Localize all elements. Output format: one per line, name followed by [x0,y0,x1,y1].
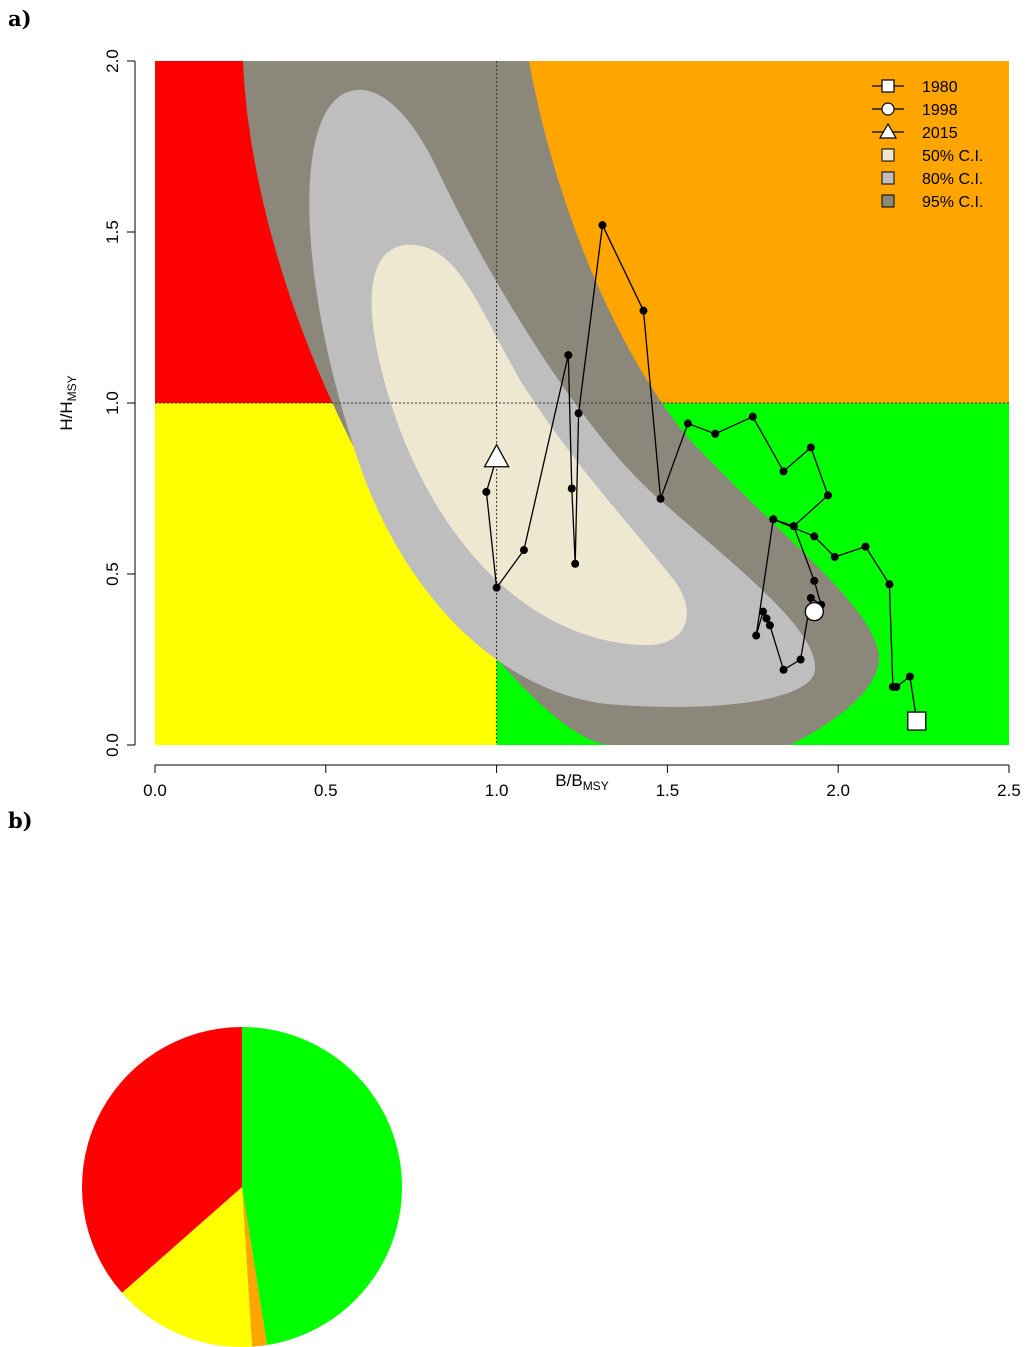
pie-slice [81,1027,243,1293]
x-tick-label: 2.0 [826,781,850,800]
kobe-plot: 0.0 0.5 1.0 1.5 2.0 2.50.00.51.01.52.0 198019… [57,49,1021,800]
legend-label: 95% C.I. [922,194,983,211]
legend-label: 50% C.I. [922,148,983,165]
trajectory-point [888,682,897,691]
pie-slice [121,1187,253,1347]
ci50-region [371,244,687,646]
trajectory-point [683,419,692,428]
x-tick-label: 1.0 [485,781,509,800]
trajectory-point [885,580,894,589]
y-axis-title: H/HMSY [57,375,79,430]
trajectory-point [779,665,788,674]
highlighted-years [483,443,927,731]
trajectory-point [861,542,870,551]
trajectory-points [482,221,921,726]
marker-1980 [907,711,927,731]
y-tick-label: 2.0 [103,49,122,73]
panel-label-a: a) [8,6,32,31]
trajectory-point [598,221,607,230]
trajectory-point [762,614,771,623]
legend-swatch [881,148,895,162]
x-tick-label: 0.0 [143,781,167,800]
y-tick-label: 1.5 [103,220,122,244]
legend-circle-icon [881,102,895,116]
trajectory-point [571,559,580,568]
legend-swatch [881,194,895,208]
x-axis-title: B/BMSY [555,771,608,793]
marker-1998 [804,601,824,622]
panel-label-b: b) [8,808,33,833]
trajectory-point [789,522,798,531]
y-tick-label: 0.0 [103,733,122,757]
y-tick-label: 0.5 [103,562,122,586]
legend-square-icon [881,79,895,93]
trajectory-point [748,412,757,421]
pie-slice [242,1027,402,1346]
trajectory-point [806,593,815,602]
trajectory-point [656,494,665,503]
x-tick-label: 0.5 [314,781,338,800]
marker-2015 [483,443,510,468]
legend-label: 2015 [922,125,958,142]
trajectory-point [823,491,832,500]
axes: 0.0 0.5 1.0 1.5 2.0 2.5 0.0 0.5 1.0 1.5 2.0 [103,49,1021,800]
legend-label: 1998 [922,102,958,119]
trajectory-point [769,515,778,524]
trajectory-point [567,484,576,493]
trajectory-point [905,672,914,681]
trajectory-point [759,607,768,616]
legend-label: 1980 [922,79,958,96]
legend: 1980 1998 2015 50% C.I. 80% C.I. 95% C.I. [872,79,983,211]
trajectory-line [485,222,918,722]
trajectory-point [779,467,788,476]
trajectory-point [830,552,839,561]
trajectory-point [519,546,528,555]
trajectory-point [810,576,819,585]
x-tick-label: 2.5 [997,781,1021,800]
trajectory-point [752,631,761,640]
y-tick-label: 1.0 [103,391,122,415]
trajectory-point [796,655,805,664]
trajectory-point [711,429,720,438]
x-tick-label: 1.5 [656,781,680,800]
trajectory-point [492,583,501,592]
ci80-region [309,89,816,707]
legend-swatch [881,171,895,185]
pie-slice [242,1187,268,1347]
trajectory-point [564,351,573,360]
trajectory-point [810,532,819,541]
trajectory-point [765,621,774,630]
legend-triangle-icon [878,122,898,139]
trajectory-point [482,487,491,496]
trajectory-point [806,443,815,452]
trajectory-point [639,306,648,315]
legend-label: 80% C.I. [922,171,983,188]
pie-slices [81,1027,402,1347]
trajectory-point [574,409,583,418]
